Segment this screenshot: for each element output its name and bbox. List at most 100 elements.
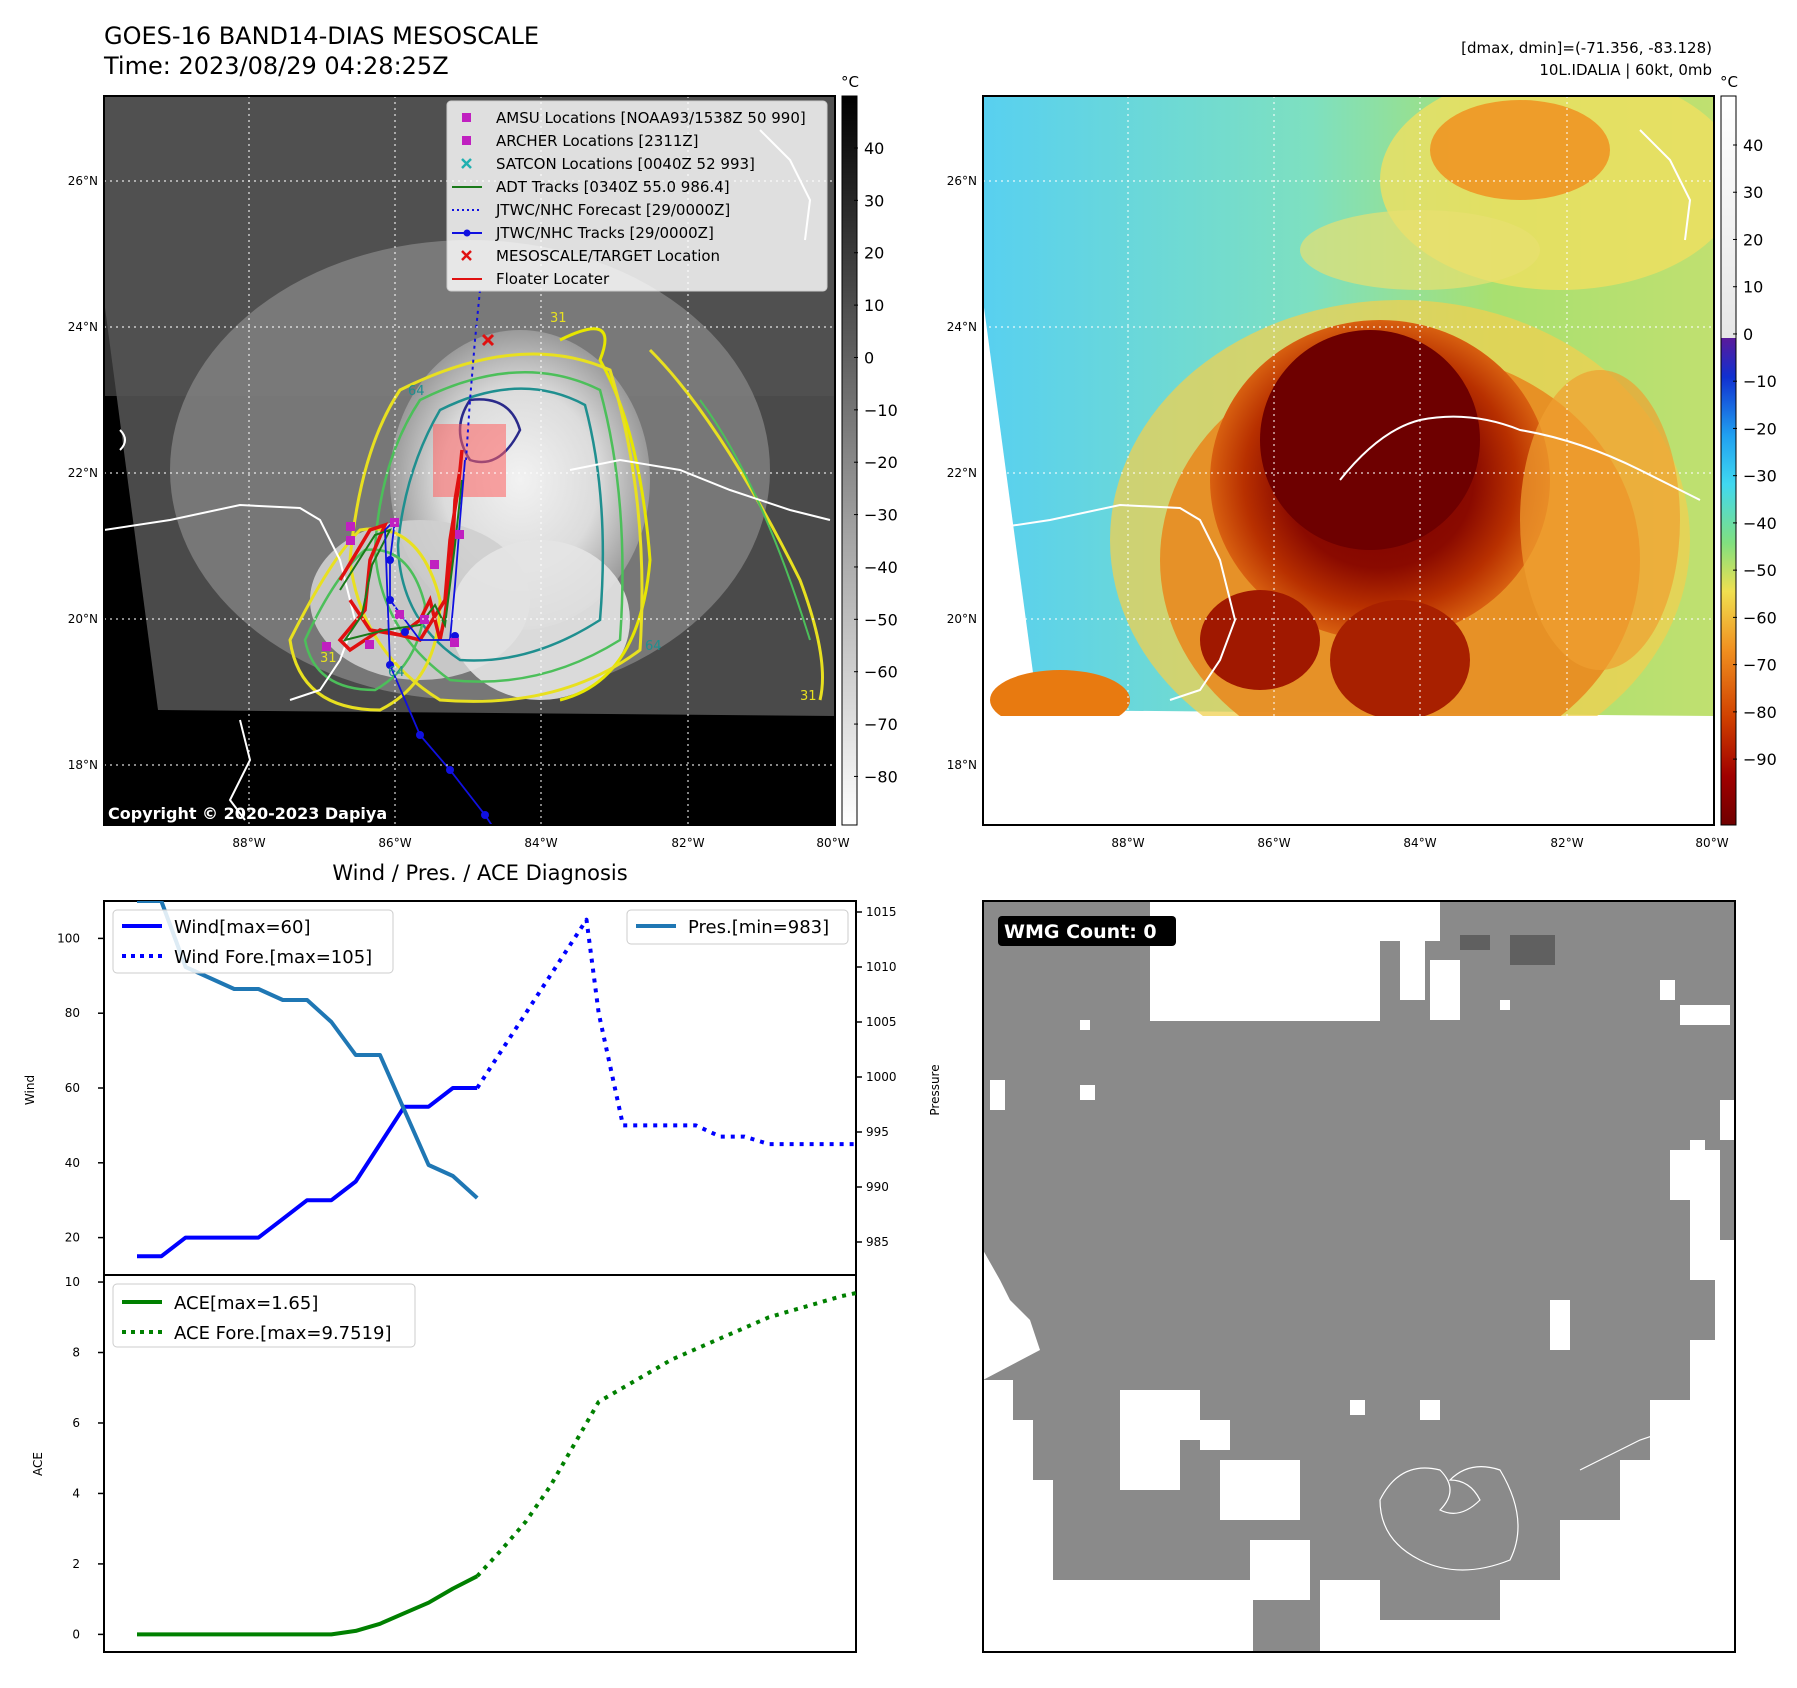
wind-legend: Wind[max=60] Wind Fore.[max=105] [112,909,394,974]
legend-ace-fore-label: ACE Fore.[max=9.7519] [174,1323,392,1344]
legend-marker-dot [463,229,471,237]
legend-marker [462,136,471,145]
legend-item: AMSU Locations [NOAA93/1538Z 50 990] [462,109,806,127]
storm-label: 10L.IDALIA | 60kt, 0mb [1539,61,1712,79]
lat-tick: 20°N [947,612,977,626]
wmg-panel: WMG Count: 0 [983,901,1735,1652]
map2-frame [982,95,1715,826]
axis-tick-label: 1015 [866,905,897,919]
legend-item: MESOSCALE/TARGET Location [461,247,720,265]
lon-tick: 82°W [671,836,704,850]
colorbar-tick-label: −30 [1743,467,1777,486]
colorbar-tick-label: −90 [1743,750,1777,769]
colorbar-tick-label: 20 [1743,230,1763,249]
legend-pres-label: Pres.[min=983] [688,917,829,938]
legend-label: JTWC/NHC Forecast [29/0000Z] [495,201,730,219]
colorbar-tick-label: −40 [864,558,898,577]
colorbar-tick-label: −80 [864,767,898,786]
contour-label: 31 [320,651,337,666]
colorbar-tick-label: 30 [864,191,884,210]
lon-tick: 80°W [1695,836,1728,850]
axis-tick-label: 985 [866,1235,889,1249]
series-line-ace [137,1574,479,1637]
lon-tick: 82°W [1550,836,1583,850]
lat-tick: 24°N [947,320,977,334]
colorbar-tick-label: −20 [1743,419,1777,438]
contour-label: 64 [645,639,662,654]
colorbar-tick-label: 10 [1743,278,1763,297]
colorbar-tick-label: −50 [1743,561,1777,580]
wmg-frame [982,900,1736,1653]
colorbar-tick-label: 10 [864,296,884,315]
lon-tick: 86°W [1257,836,1290,850]
contour-label: 64 [388,665,405,680]
color-colorbar: °C 40 30 20 10 0 −10 −20 −30 −40 −50 −60 −70 −80 −90 [1720,73,1777,826]
legend-label: SATCON Locations [0040Z 52 993] [496,155,755,173]
wind-panel-title: Wind / Pres. / ACE Diagnosis [332,861,627,885]
axis-tick-label: 6 [72,1416,80,1430]
legend-item: Floater Locater [452,270,610,288]
colorbar-tick-label: −70 [1743,656,1777,675]
lon-tick: 88°W [1111,836,1144,850]
axis-tick-label: 20 [65,1231,80,1245]
contour-label: 31 [800,689,817,704]
colorbar-tick-label: −60 [1743,608,1777,627]
axis-tick-label: 8 [72,1346,80,1360]
colorbar-tick-label: 0 [1743,325,1753,344]
gray-colorbar: °C 40 30 20 10 0 −10 −20 −30 −40 −50 −60 −70 −80 [841,73,898,826]
colorbar-tick-label: −10 [1743,372,1777,391]
legend-label: ADT Tracks [0340Z 55.0 986.4] [496,178,730,196]
lat-tick: 20°N [68,612,98,626]
lat-tick: 22°N [947,466,977,480]
map-legend: AMSU Locations [NOAA93/1538Z 50 990] ARCH… [446,100,828,292]
series-line-wind [137,1086,478,1259]
lon-tick: 86°W [378,836,411,850]
legend-item: JTWC/NHC Tracks [29/0000Z] [452,224,714,242]
ace-legend: ACE[max=1.65] ACE Fore.[max=9.7519] [112,1283,416,1348]
colorbar-tick-label: 30 [1743,183,1763,202]
map1-frame [103,95,836,826]
axis-tick-label: 995 [866,1125,889,1139]
colorbar-tick-label: −60 [864,663,898,682]
axis-tick-label: 1010 [866,960,897,974]
page-title: GOES-16 BAND14-DIAS MESOSCALE [104,22,539,50]
legend-marker [462,113,471,122]
lon-tick: 88°W [232,836,265,850]
axis-tick-label: 60 [65,1081,80,1095]
legend-item: ADT Tracks [0340Z 55.0 986.4] [452,178,730,196]
legend-label: ARCHER Locations [2311Z] [496,132,699,150]
colorbar-tick-label: −70 [864,715,898,734]
legend-label: JTWC/NHC Tracks [29/0000Z] [495,224,714,242]
colorbar-tick-label: −80 [1743,703,1777,722]
legend-item: SATCON Locations [0040Z 52 993] [461,155,755,173]
colorbar-tick-label: −20 [864,453,898,472]
legend-item: ARCHER Locations [2311Z] [462,132,699,150]
colorbar-tick-label: 0 [864,348,874,367]
legend-wind-fore-label: Wind Fore.[max=105] [174,947,372,968]
axis-tick-label: 990 [866,1180,889,1194]
pressure-ylabel: Pressure [928,1064,942,1115]
lon-tick: 84°W [1403,836,1436,850]
observation-time: Time: 2023/08/29 04:28:25Z [103,52,449,80]
wind-ylabel: Wind [23,1075,37,1105]
axis-tick-label: 0 [72,1627,80,1641]
colorbar-tick-label: 20 [864,244,884,263]
ace-ylabel: ACE [31,1452,45,1476]
axis-tick-label: 1000 [866,1070,897,1084]
lat-tick: 18°N [68,758,98,772]
legend-marker [461,250,472,261]
colorbar-tick-label: −40 [1743,514,1777,533]
colorbar-tick-label: −30 [864,506,898,525]
legend-label: Floater Locater [496,270,610,288]
colorbar-unit: °C [1720,73,1738,91]
colorbar-tick-label: −10 [864,401,898,420]
colorbar-tick-label: 40 [1743,136,1763,155]
legend-wind-label: Wind[max=60] [174,917,311,938]
axis-tick-label: 80 [65,1006,80,1020]
pressure-legend: Pres.[min=983] [626,909,849,945]
legend-ace-label: ACE[max=1.65] [174,1293,318,1314]
contour-label: 31 [550,311,567,326]
colorbar-tick-label: 40 [864,139,884,158]
stats-label: [dmax, dmin]=(-71.356, -83.128) [1461,39,1712,57]
ir-color-map [983,96,1714,825]
